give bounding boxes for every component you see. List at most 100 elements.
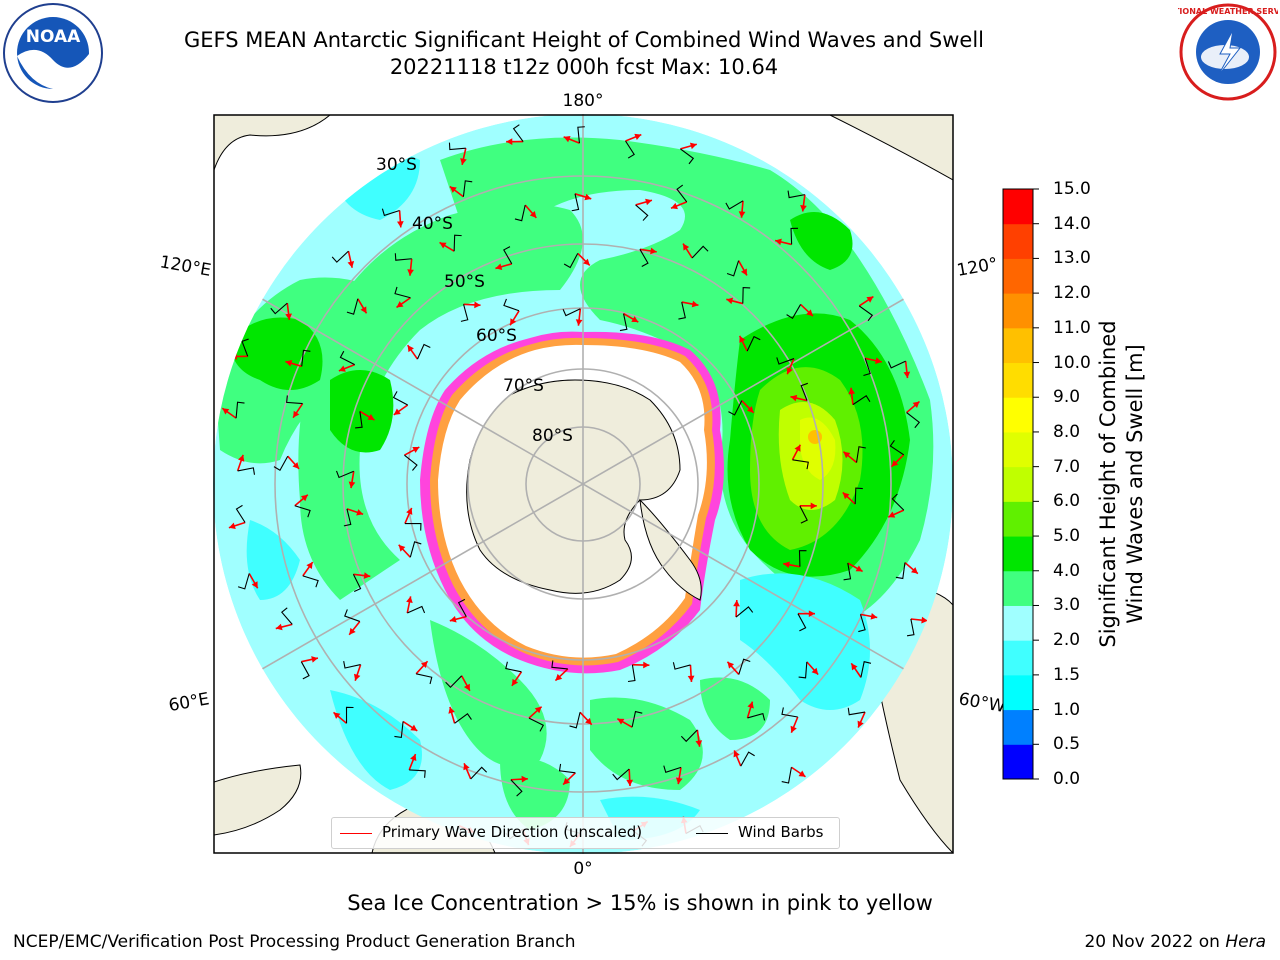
wind-barb bbox=[563, 253, 579, 269]
wind-barb bbox=[343, 661, 361, 669]
colorbar-tick-label: 0.5 bbox=[1053, 734, 1081, 755]
run-date: 20 Nov 2022 on Hera bbox=[1084, 932, 1266, 952]
lat-label-70s: 70°S bbox=[503, 376, 544, 396]
wave-direction-arrowhead bbox=[798, 770, 806, 777]
wind-barb bbox=[558, 763, 576, 774]
wave-direction-arrowhead bbox=[251, 581, 258, 589]
wave-direction-arrowhead bbox=[631, 316, 639, 323]
wind-barb bbox=[345, 706, 354, 724]
colorbar-segment bbox=[1003, 189, 1033, 225]
colorbar-frame bbox=[1002, 188, 1034, 780]
wind-barb bbox=[241, 338, 249, 357]
wave-direction-arrowhead bbox=[687, 675, 695, 682]
wind-barb bbox=[847, 707, 866, 716]
credit-text: NCEP/EMC/Verification Post Processing Pr… bbox=[13, 932, 576, 952]
colorbar-segment bbox=[1003, 674, 1033, 711]
wind-barb bbox=[627, 664, 636, 683]
wind-barb bbox=[394, 286, 411, 299]
wind-barb bbox=[237, 573, 250, 590]
wave-direction-arrowhead bbox=[843, 451, 851, 459]
sea-ice-note: Sea Ice Concentration > 15% is shown in … bbox=[347, 891, 933, 915]
wind-barb bbox=[503, 246, 513, 265]
wave-direction-arrowhead bbox=[695, 740, 703, 747]
wave-direction-arrowhead bbox=[285, 360, 293, 367]
wave-direction-arrowhead bbox=[300, 494, 308, 502]
nws-logo-text: NATIONAL WEATHER SERVICE bbox=[1178, 7, 1278, 16]
colorbar-segment bbox=[1003, 570, 1033, 606]
colorbar-tick-label: 5.0 bbox=[1053, 526, 1081, 547]
wave-direction-arrowhead bbox=[463, 763, 470, 771]
wind-barb bbox=[776, 357, 795, 365]
wave-direction-arrowhead bbox=[398, 544, 406, 552]
wind-barb bbox=[787, 190, 805, 199]
wave-direction-arrowhead bbox=[689, 142, 697, 150]
wave-direction-arrowhead bbox=[851, 663, 858, 671]
colorbar-tick-label: 12.0 bbox=[1053, 283, 1091, 304]
wave-direction-arrowhead bbox=[747, 701, 754, 709]
wind-barb bbox=[742, 286, 751, 304]
wind-barb bbox=[514, 204, 526, 222]
wind-barb bbox=[235, 401, 245, 419]
wave-direction-arrowhead bbox=[363, 572, 371, 579]
wave-direction-arrowhead bbox=[691, 300, 699, 308]
wave-direction-arrowhead bbox=[353, 673, 361, 681]
wind-barb bbox=[891, 493, 905, 511]
wind-barb bbox=[335, 470, 354, 479]
wave-direction-arrowhead bbox=[338, 365, 346, 372]
wave-direction-arrowhead bbox=[293, 410, 300, 418]
wave-direction-arrowhead bbox=[783, 561, 790, 569]
wind-barb bbox=[792, 459, 809, 470]
colorbar-tick-label: 15.0 bbox=[1053, 179, 1091, 199]
noaa-logo: NOAA bbox=[3, 3, 103, 103]
wave-direction-arrowhead bbox=[891, 459, 899, 467]
nws-logo: NATIONAL WEATHER SERVICE bbox=[1178, 3, 1278, 101]
wave-direction-arrowhead bbox=[733, 600, 740, 607]
wave-direction-arrowhead bbox=[675, 777, 683, 785]
wind-barb bbox=[294, 505, 311, 518]
wave-direction-arrowhead bbox=[449, 616, 457, 623]
wave-direction-arrowhead bbox=[463, 683, 470, 691]
wave-direction-arrowhead bbox=[790, 725, 797, 733]
wave-direction-arrowhead bbox=[396, 301, 404, 308]
lat-label-40s: 40°S bbox=[412, 214, 453, 234]
wind-barbs-legend-line bbox=[696, 833, 728, 834]
wave-direction-arrowhead bbox=[222, 408, 230, 415]
colorbar-tick-label: 0.0 bbox=[1053, 769, 1081, 789]
wind-barb bbox=[799, 505, 808, 524]
wind-barb bbox=[639, 249, 649, 267]
wind-barb bbox=[551, 660, 568, 670]
wave-direction-arrowhead bbox=[671, 202, 678, 210]
wind-barb bbox=[331, 250, 349, 263]
wave-direction-arrowhead bbox=[875, 357, 882, 364]
wind-barb bbox=[237, 467, 256, 475]
colorbar-segment bbox=[1003, 501, 1033, 537]
wind-barb bbox=[448, 142, 466, 151]
run-date-text: 20 Nov 2022 on bbox=[1084, 932, 1220, 952]
wind-barb bbox=[339, 350, 355, 366]
wave-direction-arrowhead bbox=[584, 193, 592, 201]
lon-label-60w: 60°W bbox=[957, 689, 1007, 717]
wind-barb bbox=[746, 335, 761, 352]
wave-direction-arrowhead bbox=[407, 269, 414, 276]
lat-lon-graticule bbox=[213, 114, 953, 854]
wave-direction-arrowhead bbox=[292, 462, 300, 469]
lon-label-180: 180° bbox=[563, 91, 604, 111]
wind-barb bbox=[728, 400, 743, 416]
wind-barb bbox=[854, 487, 863, 505]
wave-direction-arrowhead bbox=[347, 261, 355, 268]
lat-label-80s: 80°S bbox=[532, 426, 573, 446]
wind-barb bbox=[352, 574, 362, 593]
wind-barb bbox=[302, 575, 319, 588]
wave-direction-arrowhead bbox=[583, 258, 590, 266]
wind-barb bbox=[281, 607, 293, 625]
wave-direction-arrowhead bbox=[406, 596, 413, 604]
wind-barb bbox=[235, 504, 246, 523]
wind-barb bbox=[676, 184, 688, 203]
wave-direction-arrowhead bbox=[726, 297, 734, 305]
wave-direction-arrowhead bbox=[739, 335, 746, 343]
colorbar-tick-label: 6.0 bbox=[1053, 491, 1081, 512]
lat-label-50s: 50°S bbox=[444, 272, 485, 292]
wind-barb bbox=[747, 712, 766, 721]
wind-barb bbox=[726, 260, 740, 277]
wave-direction-arrowhead bbox=[349, 627, 356, 635]
